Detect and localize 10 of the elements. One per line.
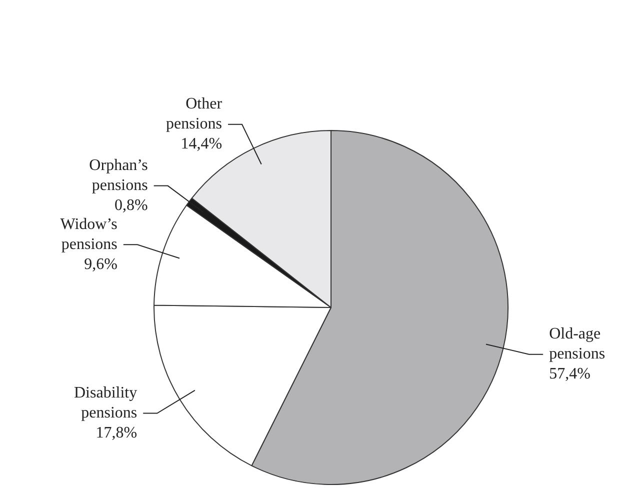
slice-label: Disability pensions — [74, 384, 138, 422]
slice-label: Orphan’s pensions — [89, 157, 148, 194]
slice-label: Old-age pensions — [549, 326, 606, 363]
data-label: 9,6% — [84, 256, 118, 273]
data-label: 14,4% — [180, 136, 222, 153]
slice-label: Other pensions — [166, 96, 223, 133]
data-label: 0,8% — [114, 197, 148, 214]
data-label: 17,8% — [96, 424, 138, 442]
slice-label: Widow’s pensions — [60, 216, 118, 253]
data-label: 57,4% — [549, 366, 590, 383]
